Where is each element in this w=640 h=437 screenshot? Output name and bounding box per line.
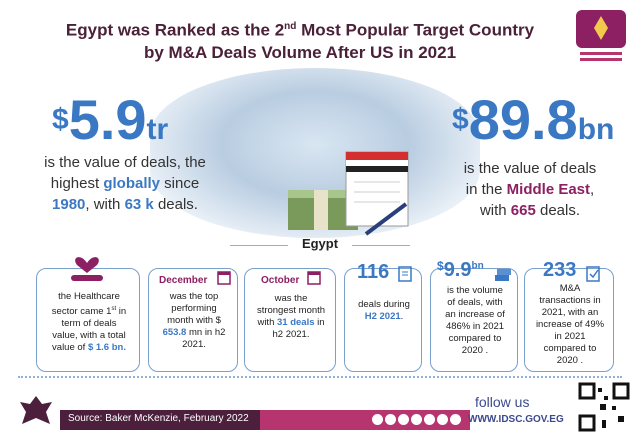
coins-stack-icon bbox=[495, 269, 511, 281]
qr-code-icon[interactable] bbox=[578, 382, 630, 432]
card-233-transactions: 233 M&A transactions in 2021, with an in… bbox=[524, 259, 614, 372]
card-december-head: December bbox=[159, 275, 208, 286]
follow-us-label: follow us bbox=[475, 394, 530, 410]
card-december: December was the top performing month wi… bbox=[148, 268, 238, 372]
timeline-divider bbox=[18, 376, 622, 379]
checklist-icon bbox=[586, 266, 600, 282]
card-october-head: October bbox=[261, 275, 300, 286]
instagram-icon[interactable] bbox=[398, 414, 409, 425]
egypt-label: Egypt bbox=[301, 236, 339, 251]
card-233-head: 233 bbox=[543, 259, 577, 281]
egypt-divider-right bbox=[352, 245, 410, 246]
document-icon bbox=[398, 266, 412, 282]
calendar-icon bbox=[217, 271, 231, 285]
global-deal-description: is the value of deals, the highest globa… bbox=[44, 154, 206, 213]
page-title: Egypt was Ranked as the 2nd Most Popular… bbox=[65, 20, 535, 62]
mideast-deal-description: is the value of deals in the Middle East… bbox=[463, 160, 597, 219]
card-116-head: 116 bbox=[357, 261, 390, 283]
telegram-icon[interactable] bbox=[450, 414, 461, 425]
deals-illustration bbox=[288, 151, 409, 236]
linkedin-icon[interactable] bbox=[411, 414, 422, 425]
card-9-9-bn: $9.9bn is the volume of deals, with an i… bbox=[430, 259, 518, 372]
youtube-icon[interactable] bbox=[437, 414, 448, 425]
egypt-eagle-logo bbox=[16, 394, 56, 432]
card-9-9-head: $9.9bn bbox=[437, 259, 484, 281]
card-116-deals: 116 deals during H2 2021. bbox=[344, 261, 422, 372]
idsc-logo bbox=[570, 6, 632, 76]
global-deal-value: $5.9tr bbox=[52, 88, 169, 151]
twitter-icon[interactable] bbox=[385, 414, 396, 425]
card-october: October was the strongest month with 31 … bbox=[244, 268, 336, 372]
source-note: Source: Baker McKenzie, February 2022 bbox=[68, 413, 249, 424]
website-link[interactable]: WWW.IDSC.GOV.EG bbox=[468, 414, 564, 425]
mideast-deal-value: $89.8bn bbox=[452, 88, 615, 151]
flickr-icon[interactable] bbox=[424, 414, 435, 425]
egypt-divider-left bbox=[230, 245, 288, 246]
facebook-icon[interactable] bbox=[372, 414, 383, 425]
footer-bar-dark bbox=[60, 410, 260, 430]
calendar-icon bbox=[307, 271, 321, 285]
healthcare-hand-heart-icon bbox=[71, 257, 103, 281]
social-icons bbox=[372, 412, 463, 430]
card-healthcare: the Healthcare sector came 1st in term o… bbox=[36, 257, 140, 372]
